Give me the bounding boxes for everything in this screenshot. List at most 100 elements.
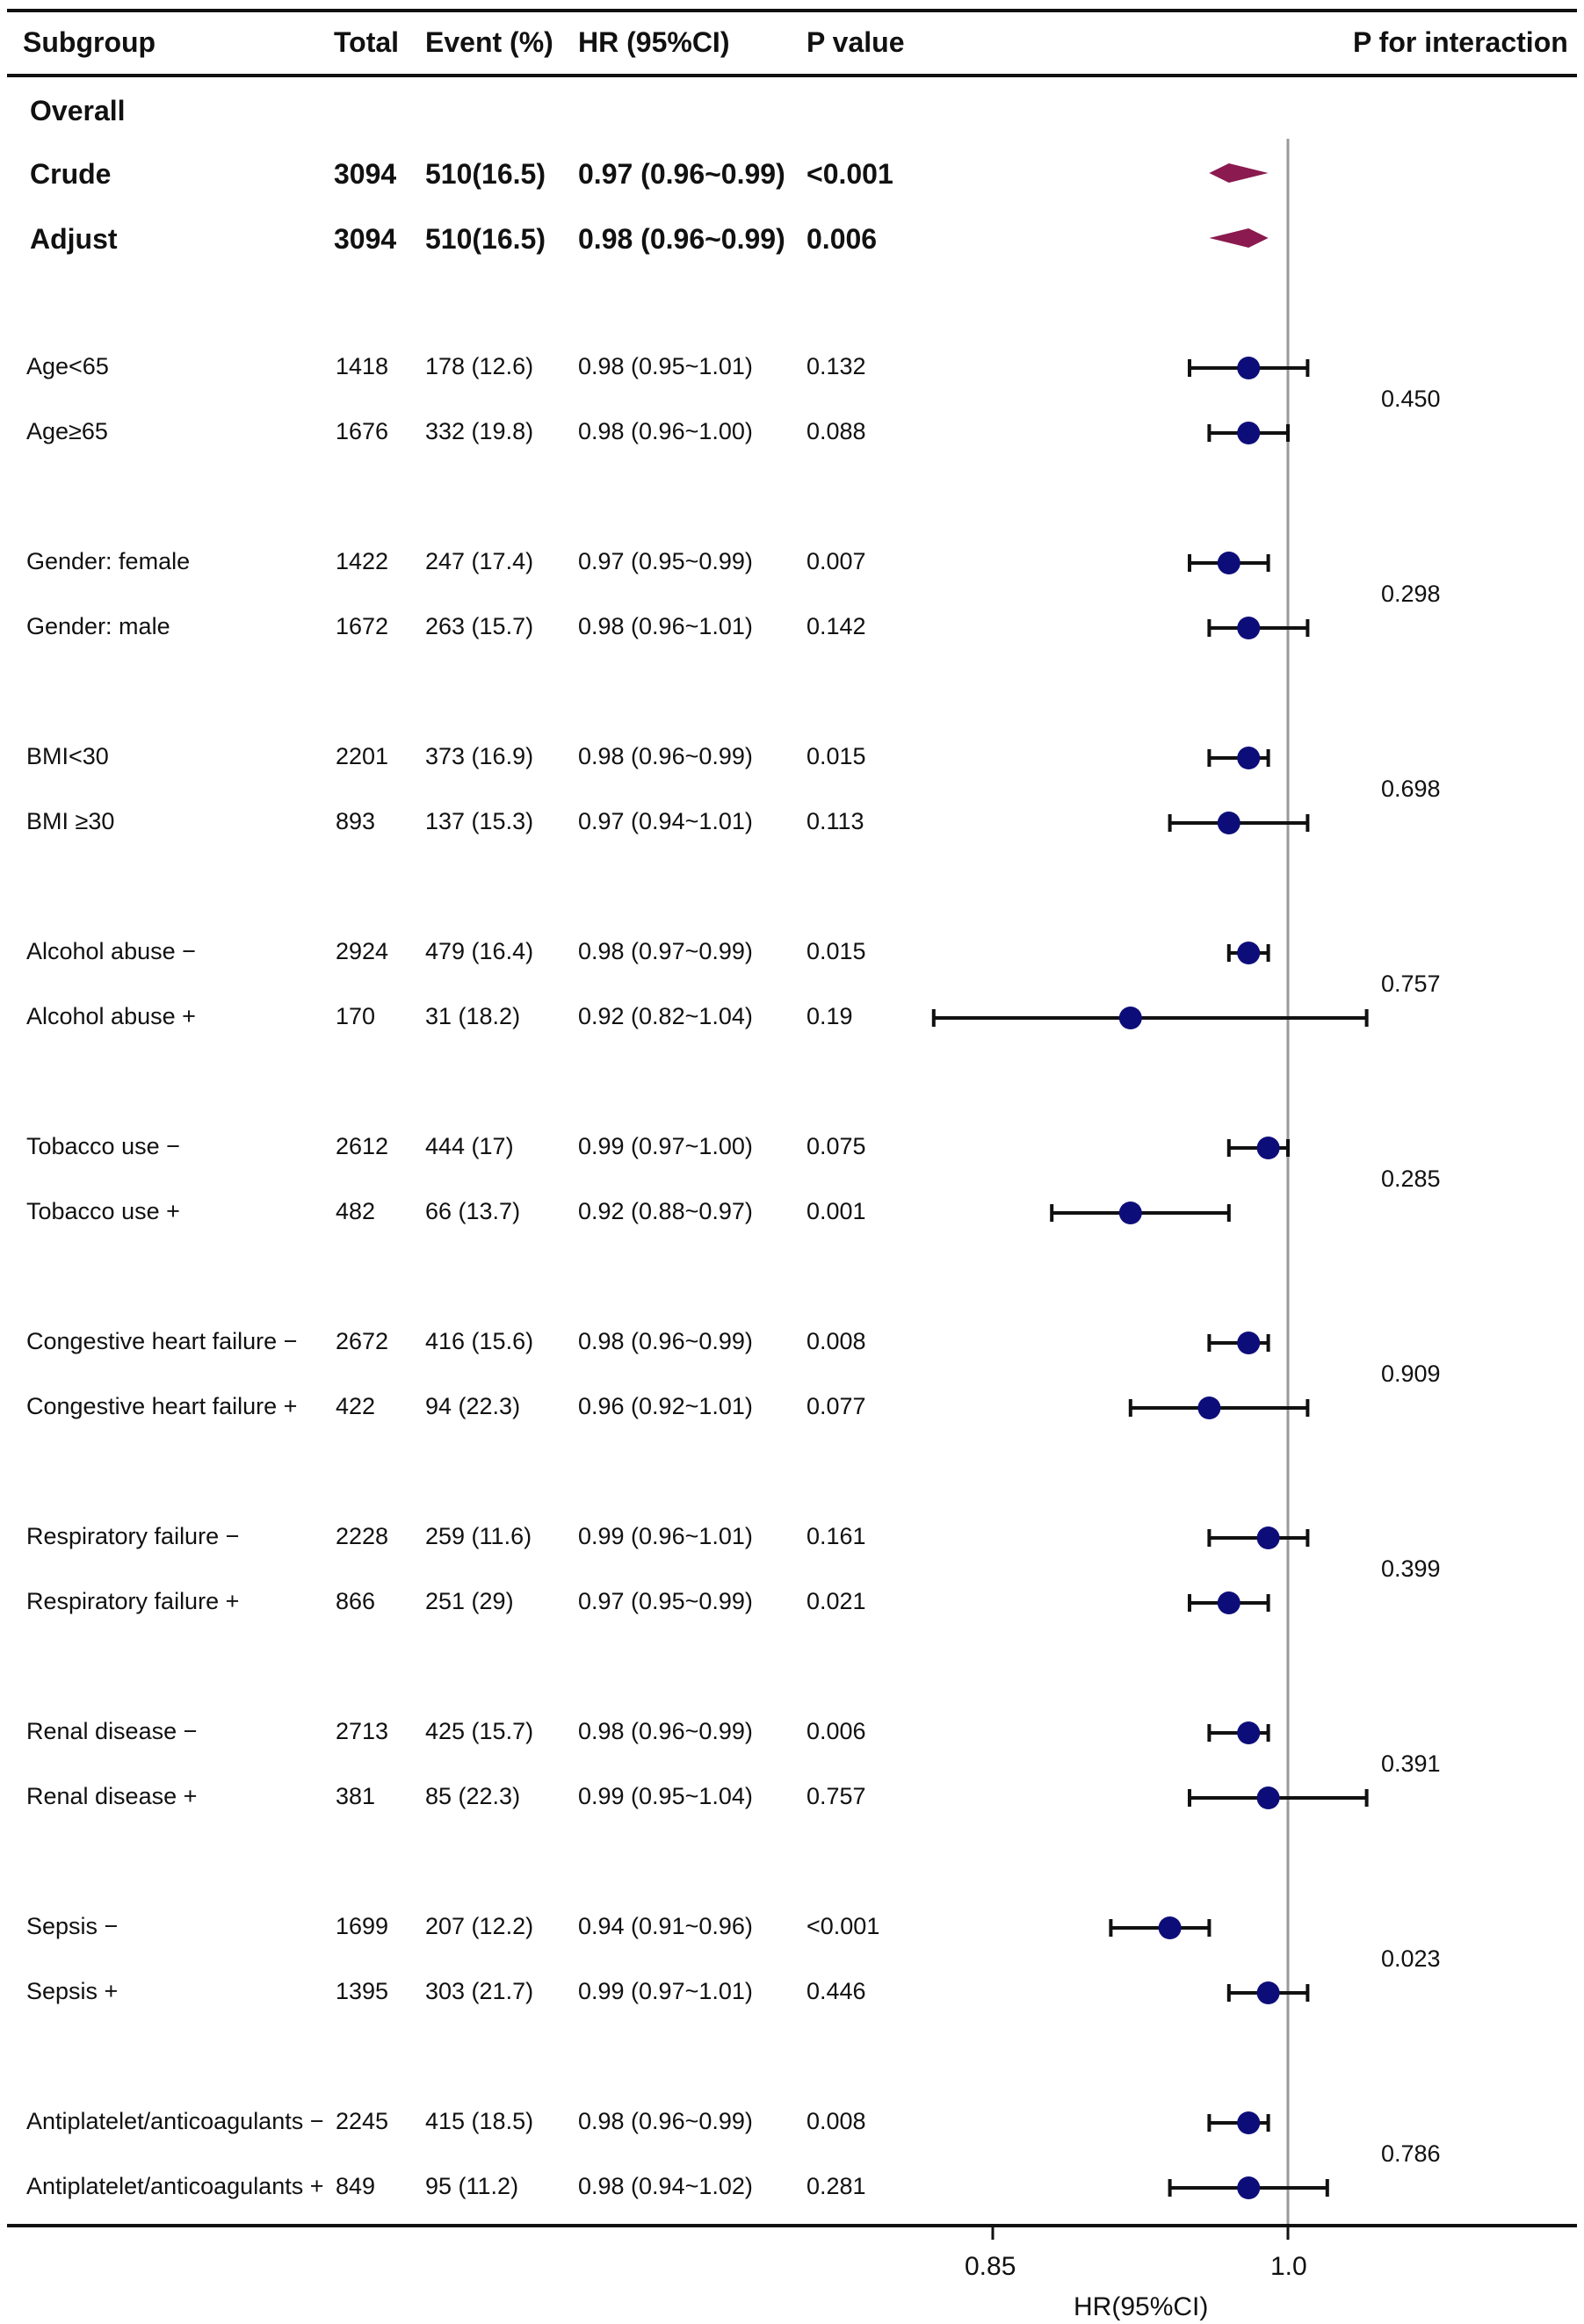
- subgroup-row-p-value: <0.001: [806, 1913, 880, 1939]
- subgroup-row-hr: 0.98 (0.97~0.99): [578, 938, 753, 964]
- top-rule: [7, 9, 1577, 12]
- subgroup-row-hr: 0.98 (0.96~0.99): [578, 2108, 753, 2134]
- subgroup-row-event: 247 (17.4): [425, 548, 534, 574]
- subgroup-row-p-value: 0.281: [806, 2173, 866, 2199]
- subgroup-row-hr: 0.98 (0.96~0.99): [578, 1328, 753, 1354]
- subgroup-row-p-value: 0.142: [806, 613, 866, 639]
- subgroup-row-total: 170: [336, 1003, 376, 1029]
- subgroup-row-p-value: 0.113: [806, 808, 864, 834]
- x-axis-label: HR(95%CI): [1074, 2292, 1209, 2321]
- hr-point: [1237, 422, 1261, 444]
- hr-point: [1237, 2111, 1261, 2134]
- subgroup-row-total: 2612: [336, 1133, 389, 1159]
- p-interaction-value: 0.298: [1381, 581, 1441, 607]
- overall-row-p-value: 0.006: [806, 223, 878, 255]
- subgroup-row-event: 259 (11.6): [425, 1523, 532, 1549]
- subgroup-row-total: 1676: [336, 418, 389, 444]
- subgroup-row-label: Gender: female: [26, 548, 191, 574]
- hr-point: [1217, 552, 1240, 574]
- subgroup-row-event: 479 (16.4): [425, 938, 534, 964]
- subgroup-row-total: 482: [336, 1198, 376, 1224]
- subgroup-row-hr: 0.97 (0.95~0.99): [578, 1588, 753, 1614]
- subgroup-row-total: 1422: [336, 548, 389, 574]
- subgroup-row-hr: 0.99 (0.96~1.01): [578, 1523, 753, 1549]
- subgroup-row-p-value: 0.075: [806, 1133, 866, 1159]
- subgroup-row-event: 263 (15.7): [425, 613, 534, 639]
- subgroup-row-label: Antiplatelet/anticoagulants +: [26, 2173, 324, 2199]
- hr-point: [1237, 942, 1261, 964]
- hr-point: [1256, 1526, 1280, 1549]
- subgroup-row-hr: 0.98 (0.96~1.00): [578, 418, 753, 444]
- subgroup-row-event: 95 (11.2): [425, 2173, 519, 2199]
- p-interaction-value: 0.391: [1381, 1750, 1441, 1777]
- subgroup-row-label: Tobacco use +: [26, 1198, 180, 1224]
- subgroup-row-p-value: 0.001: [806, 1198, 866, 1224]
- overall-diamond-adjust: [1209, 228, 1269, 248]
- hr-point: [1237, 2176, 1261, 2199]
- subgroup-row-total: 1699: [336, 1913, 389, 1939]
- subgroup-row-event: 444 (17): [425, 1133, 514, 1159]
- subgroup-row-label: Age≥65: [26, 418, 108, 444]
- hr-point: [1237, 747, 1261, 769]
- overall-row-total: 3094: [334, 158, 397, 190]
- subgroup-row-label: Congestive heart failure −: [26, 1328, 298, 1354]
- hr-point: [1237, 617, 1261, 639]
- subgroup-row-event: 94 (22.3): [425, 1393, 521, 1419]
- header-rule: [7, 74, 1577, 77]
- subgroup-row-label: BMI<30: [26, 743, 109, 769]
- subgroup-row-label: Age<65: [26, 353, 109, 379]
- subgroup-row-p-value: 0.446: [806, 1978, 866, 2004]
- subgroup-row-total: 422: [336, 1393, 376, 1419]
- overall-row-hr: 0.98 (0.96~0.99): [578, 223, 785, 255]
- p-interaction-value: 0.909: [1381, 1360, 1441, 1387]
- subgroup-row-hr: 0.98 (0.96~0.99): [578, 1718, 753, 1744]
- subgroup-row-p-value: 0.077: [806, 1393, 866, 1419]
- subgroup-row-hr: 0.97 (0.94~1.01): [578, 808, 753, 834]
- p-interaction-value: 0.698: [1381, 776, 1441, 802]
- subgroup-row-label: Renal disease +: [26, 1783, 198, 1809]
- p-interaction-value: 0.285: [1381, 1166, 1441, 1192]
- subgroup-row-label: BMI ≥30: [26, 808, 115, 834]
- subgroup-row-hr: 0.99 (0.95~1.04): [578, 1783, 753, 1809]
- subgroup-row-total: 849: [336, 2173, 376, 2199]
- subgroup-row-p-value: 0.757: [806, 1783, 866, 1809]
- subgroup-row-event: 31 (18.2): [425, 1003, 521, 1029]
- subgroup-row-p-value: 0.021: [806, 1588, 866, 1614]
- hr-point: [1158, 1916, 1182, 1939]
- subgroup-row-p-value: 0.008: [806, 1328, 866, 1354]
- header-total: Total: [334, 26, 400, 58]
- subgroup-row-total: 1418: [336, 353, 389, 379]
- subgroup-row-p-value: 0.015: [806, 743, 866, 769]
- subgroup-row-label: Alcohol abuse −: [26, 938, 196, 964]
- hr-point: [1237, 1332, 1261, 1354]
- subgroup-row-label: Congestive heart failure +: [26, 1393, 298, 1419]
- subgroup-row-label: Respiratory failure −: [26, 1523, 240, 1549]
- subgroup-row-event: 373 (16.9): [425, 743, 534, 769]
- subgroup-row-p-value: 0.132: [806, 353, 866, 379]
- header-event: Event (%): [425, 26, 553, 58]
- header-hr: HR (95%CI): [578, 26, 730, 58]
- subgroup-row-hr: 0.98 (0.96~0.99): [578, 743, 753, 769]
- subgroup-row-hr: 0.98 (0.94~1.02): [578, 2173, 753, 2199]
- subgroup-row-event: 178 (12.6): [425, 353, 534, 379]
- subgroup-row-hr: 0.98 (0.95~1.01): [578, 353, 753, 379]
- x-tick-label-0.85: 0.85: [965, 2252, 1016, 2281]
- subgroup-row-event: 425 (15.7): [425, 1718, 534, 1744]
- subgroup-row-total: 2924: [336, 938, 389, 964]
- subgroup-row-p-value: 0.19: [806, 1003, 853, 1029]
- subgroup-row-p-value: 0.161: [806, 1523, 866, 1549]
- hr-point: [1217, 1591, 1240, 1614]
- subgroup-row-p-value: 0.088: [806, 418, 866, 444]
- hr-point: [1237, 1721, 1261, 1744]
- subgroup-row-hr: 0.92 (0.82~1.04): [578, 1003, 753, 1029]
- overall-row-label: Adjust: [30, 223, 118, 255]
- subgroup-row-label: Gender: male: [26, 613, 170, 639]
- subgroup-row-label: Sepsis +: [26, 1978, 119, 2004]
- subgroup-row-hr: 0.97 (0.95~0.99): [578, 548, 753, 574]
- hr-point: [1256, 1137, 1280, 1159]
- bottom-rule: [7, 2224, 1577, 2227]
- p-interaction-value: 0.786: [1381, 2140, 1441, 2167]
- hr-point: [1256, 1786, 1280, 1809]
- subgroup-row-total: 893: [336, 808, 376, 834]
